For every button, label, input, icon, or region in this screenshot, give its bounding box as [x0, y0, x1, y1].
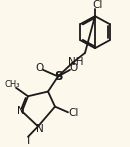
Text: O: O	[70, 63, 78, 73]
Text: S: S	[54, 70, 62, 83]
Text: N: N	[17, 106, 25, 116]
Text: N: N	[36, 124, 44, 134]
Text: O: O	[35, 63, 43, 73]
Text: NH: NH	[68, 57, 84, 67]
Text: I: I	[26, 136, 30, 146]
Text: CH₃: CH₃	[4, 80, 20, 89]
Text: Cl: Cl	[93, 0, 103, 10]
Text: Cl: Cl	[69, 108, 79, 118]
